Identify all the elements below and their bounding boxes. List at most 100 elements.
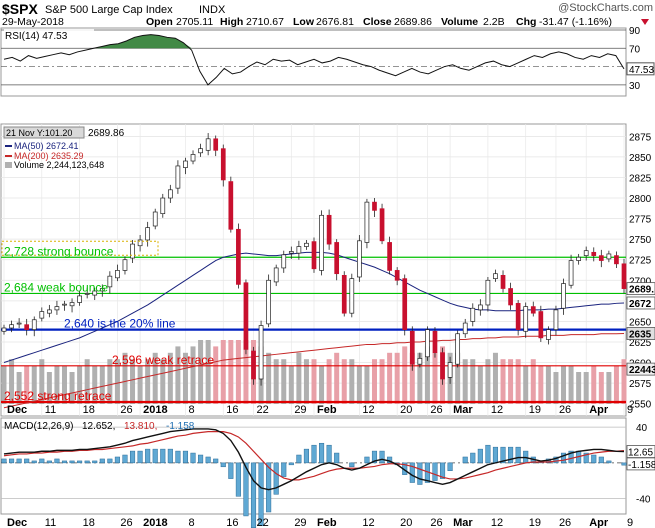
volume-bar: [568, 365, 574, 404]
candle-body: [47, 309, 52, 314]
rsi-overbought-fill: [4, 34, 624, 49]
candle-body: [606, 253, 612, 260]
candle-body: [553, 309, 559, 330]
macd-histogram-bar: [568, 450, 574, 464]
volume-bar: [228, 340, 234, 404]
chg-value: -31.47 (-1.16%): [539, 16, 612, 28]
price-badge-label: 2635: [629, 330, 652, 341]
volume-bar: [424, 346, 430, 404]
price-x-tick-label: 22: [257, 404, 269, 416]
volume-bar: [296, 352, 302, 404]
macd-histogram-bar: [258, 462, 264, 527]
price-badge: [626, 362, 655, 376]
candle-body: [137, 239, 143, 247]
candle-body: [288, 251, 294, 254]
candle-body: [167, 189, 173, 199]
macd-histogram-bar: [235, 462, 241, 497]
volume-bar: [364, 365, 370, 404]
price-tick-label: 2775: [629, 215, 652, 226]
macd-x-tick-label: 12: [362, 517, 374, 528]
macd-histogram-bar: [417, 462, 423, 485]
price-x-tick-label: 9: [627, 404, 633, 416]
price-badge-label: 2689.: [629, 285, 654, 296]
macd-histogram-bar: [9, 458, 15, 464]
macd-x-tick-label: 8: [188, 517, 194, 528]
volume-bar: [500, 359, 506, 404]
rsi-line: [3, 34, 625, 86]
macd-histogram-bar: [243, 462, 249, 517]
volume-bar: [160, 359, 166, 404]
macd-histogram-bar: [326, 444, 332, 464]
candle-body: [236, 228, 241, 285]
volume-bar: [16, 372, 22, 404]
annotation-label: 2,552 strong retrace: [4, 389, 112, 403]
macd-histogram-bar: [606, 460, 612, 464]
candle-body: [281, 254, 287, 269]
candle-body: [220, 148, 226, 181]
price-x-tick-label: 26: [559, 404, 571, 416]
macd-histogram-bar: [1, 458, 7, 464]
macd-histogram-bar: [92, 460, 98, 464]
close-label: Close: [363, 16, 392, 28]
price-x-tick-label: Mar: [453, 404, 473, 416]
candle-body: [515, 302, 521, 330]
macd-histogram-bar: [288, 462, 294, 466]
candle-body: [341, 274, 347, 314]
macd-histogram-bar: [598, 456, 604, 464]
macd-histogram-bar: [84, 460, 90, 464]
crosshair-readout-text: 21 Nov Y:101.20: [6, 128, 72, 138]
volume-bar: [530, 359, 536, 404]
macd-x-tick-label: 2018: [143, 517, 167, 528]
macd-x-tick-label: 9: [627, 517, 633, 528]
volume-bar: [281, 359, 287, 404]
volume-bar: [182, 352, 188, 404]
volume-bar: [394, 352, 400, 404]
low-value: 2676.81: [316, 16, 354, 28]
volume-bar: [243, 340, 249, 404]
candle-body: [190, 154, 196, 162]
candle-body: [69, 302, 75, 307]
volume-bar: [114, 359, 120, 404]
candle-body: [31, 319, 37, 330]
price-x-tick-label: 12: [362, 404, 374, 416]
ma50-legend: MA(50) 2672.41: [14, 141, 79, 151]
macd-histogram-bar: [182, 450, 189, 464]
candle-body: [409, 330, 415, 365]
macd-histogram-bar: [379, 450, 385, 464]
macd-histogram-bar: [129, 450, 136, 464]
volume-bar: [122, 352, 128, 404]
price-x-tick-label: 16: [226, 404, 238, 416]
price-x-tick-label: Apr: [589, 404, 609, 416]
candle-body: [364, 201, 370, 243]
candle-body: [394, 270, 400, 281]
price-x-tick-label: 18: [83, 404, 95, 416]
volume-bar: [341, 359, 347, 404]
rsi-current-badge: [626, 62, 655, 76]
price-x-tick-label: 26: [430, 404, 442, 416]
volume-bar: [266, 352, 272, 404]
candle-body: [251, 350, 256, 380]
macd-histogram-bar: [621, 462, 627, 466]
annotation-label: 2,596 weak retrace: [112, 353, 214, 367]
macd-histogram-bar: [107, 458, 113, 464]
volume-bar: [213, 346, 219, 404]
volume-bar: [356, 365, 362, 404]
candle-body: [243, 282, 249, 350]
candle-body: [24, 324, 30, 330]
macd-panel: [0, 417, 627, 515]
macd-histogram-bar: [311, 444, 317, 464]
rsi-panel: [0, 27, 627, 97]
macd-histogram-bar: [122, 454, 128, 464]
macd-x-tick-label: 29: [294, 517, 306, 528]
candle-body: [198, 148, 203, 154]
macd-histogram-bar: [447, 462, 453, 471]
macd-histogram-bar: [46, 460, 52, 464]
volume-bar: [402, 346, 408, 404]
macd-histogram-bar: [371, 450, 378, 464]
candle-body: [349, 278, 355, 314]
volume-bar: [190, 346, 196, 404]
price-x-tick-label: Feb: [317, 404, 337, 416]
candle-body: [402, 278, 408, 330]
candle-body: [62, 303, 67, 306]
symbol: $SPX: [2, 1, 38, 17]
